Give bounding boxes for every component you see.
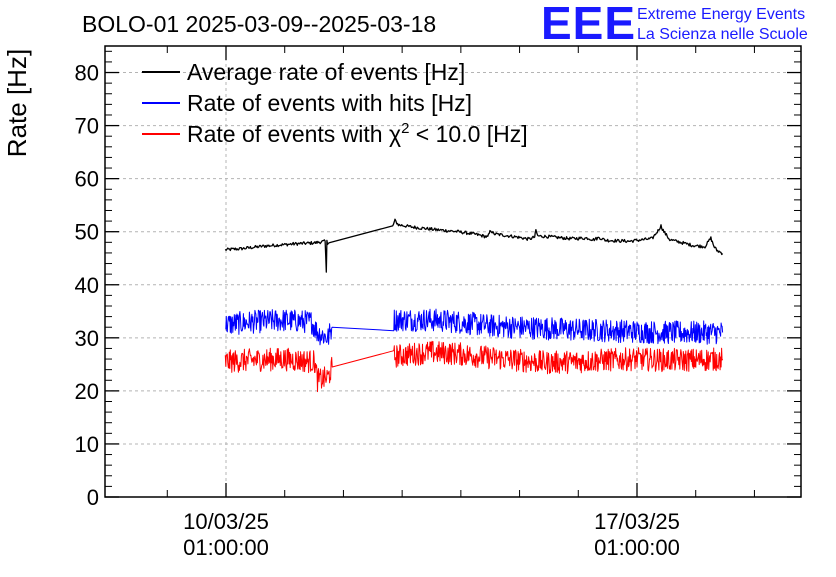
- plot-frame: [104, 45, 802, 498]
- y-axis-label: Rate [Hz]: [2, 49, 32, 157]
- legend-label-series-2: Rate of events with χ2 < 10.0 [Hz]: [187, 120, 528, 147]
- y-tick-label: 50: [75, 220, 99, 245]
- legend-label-series-0: Average rate of events [Hz]: [187, 59, 465, 85]
- series-line-2: [224, 340, 724, 393]
- series-line-1: [225, 308, 724, 346]
- y-tick-label: 80: [75, 61, 99, 86]
- y-tick-label: 70: [75, 114, 99, 139]
- legend-label-series-1: Rate of events with hits [Hz]: [187, 90, 472, 116]
- eee-logo-mark: EEE: [541, 0, 636, 49]
- axes-layer: 0102030405060708010/03/2501:00:0017/03/2…: [75, 45, 802, 560]
- x-tick-time-label: 01:00:00: [183, 535, 269, 560]
- eee-logo: EEE Extreme Energy Events La Scienza nel…: [541, 0, 808, 49]
- chart-title: BOLO-01 2025-03-09--2025-03-18: [82, 11, 436, 37]
- y-tick-label: 40: [75, 273, 99, 298]
- eee-logo-line1: Extreme Energy Events: [637, 6, 805, 23]
- y-tick-label: 30: [75, 326, 99, 351]
- y-tick-label: 60: [75, 167, 99, 192]
- series-layer: [224, 218, 724, 393]
- eee-logo-line2: La Scienza nelle Scuole: [637, 26, 808, 43]
- y-tick-label: 0: [87, 485, 99, 510]
- x-tick-date-label: 10/03/25: [183, 509, 269, 534]
- x-tick-date-label: 17/03/25: [594, 509, 680, 534]
- legend: Average rate of events [Hz] Rate of even…: [142, 59, 528, 147]
- y-tick-label: 20: [75, 379, 99, 404]
- y-tick-label: 10: [75, 432, 99, 457]
- x-tick-time-label: 01:00:00: [594, 535, 680, 560]
- series-line-0: [224, 218, 724, 273]
